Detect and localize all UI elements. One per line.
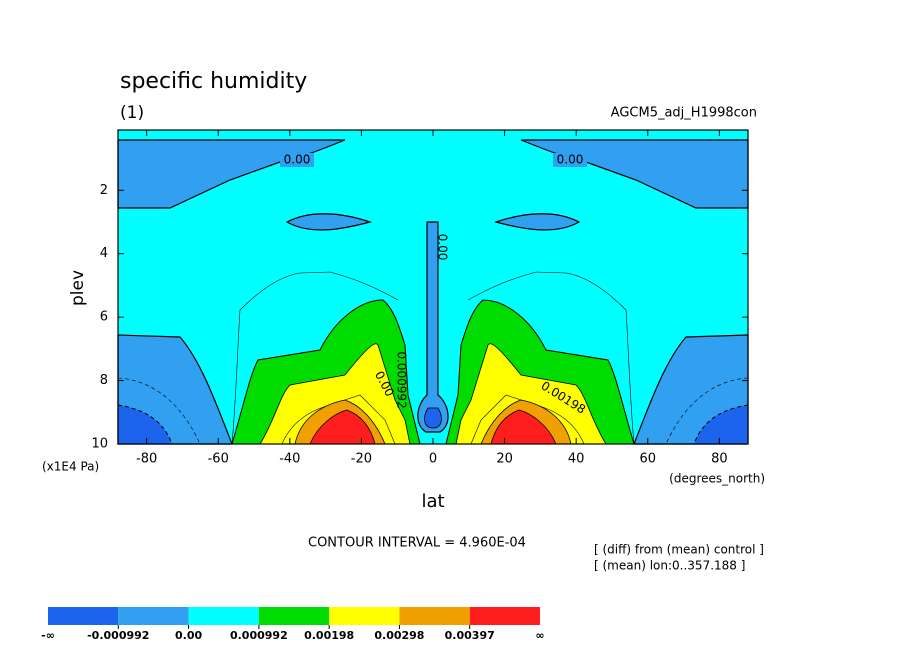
y-tick-label: 8 [100,373,108,388]
colorbar-label: ∞ [535,629,544,642]
x-axis-label: lat [421,491,444,512]
colorbar-box [399,607,470,625]
contour-core [424,407,442,429]
colorbar-label: 0.00397 [445,629,495,642]
chart-subtitle: (1) [120,103,144,123]
chart-title: specific humidity [120,69,307,94]
x-tick-label: 20 [496,452,513,467]
run-label: AGCM5_adj_H1998con [611,106,757,121]
colorbar-label: 0.000992 [230,629,288,642]
colorbar-label: 0.00198 [304,629,354,642]
colorbar-label: -0.000992 [87,629,149,642]
contour-interval: CONTOUR INTERVAL = 4.960E-04 [308,536,526,551]
y-axis-label: plev [68,270,88,306]
x-tick-label: 80 [711,452,728,467]
x-tick-label: 60 [639,452,656,467]
colorbar-label: -∞ [41,629,55,642]
contour-label: 0.00 [436,234,450,261]
label-bg [280,153,314,167]
contour-label: 0.00 [557,153,584,167]
y-tick-label: 2 [100,183,108,198]
x-tick-label: 0 [429,452,437,467]
colorbar-box [469,607,540,625]
label-bg [553,153,587,167]
y-tick-label: 10 [91,437,108,452]
x-tick-label: -20 [351,452,372,467]
y-unit: (x1E4 Pa) [42,460,99,474]
x-tick-label: -60 [208,452,229,467]
note: [ (mean) lon:0..357.188 ] [594,559,745,573]
contour-label: 0.000992 [395,351,409,408]
contour-label: 0.00 [284,153,311,167]
colorbar-label: 0.00 [175,629,202,642]
colorbar-label: 0.00298 [374,629,424,642]
colorbar-box [48,607,119,625]
contour-column [417,221,449,433]
colorbar-box [329,607,400,625]
y-tick-label: 4 [100,246,108,261]
colorbar-box [118,607,189,625]
note: [ (diff) from (mean) control ] [594,543,764,557]
x-unit: (degrees_north) [669,472,765,486]
colorbar-box [258,607,330,625]
x-tick-label: -80 [136,452,157,467]
x-tick-label: 40 [568,452,585,467]
x-tick-label: -40 [279,452,300,467]
y-tick-label: 6 [100,310,108,325]
colorbar-box [188,607,259,625]
